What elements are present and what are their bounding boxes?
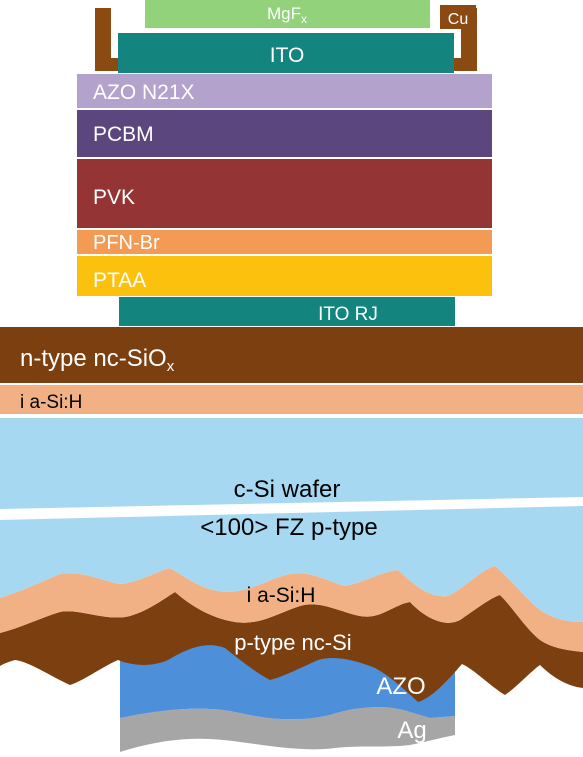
cu-contact-left bbox=[95, 8, 118, 71]
ito-layer bbox=[118, 33, 454, 73]
pcbm-label: PCBM bbox=[93, 123, 154, 146]
ag-label: Ag bbox=[397, 717, 426, 744]
mgf-label-sub: x bbox=[301, 12, 307, 26]
p-type-label: p-type nc-Si bbox=[234, 630, 351, 655]
mgf-label-main: MgF bbox=[267, 4, 301, 23]
c-si-wafer-label-line2: <100> FZ p-type bbox=[200, 514, 377, 541]
cu-label: Cu bbox=[448, 11, 468, 28]
mgf-layer bbox=[145, 0, 430, 28]
ptaa-layer bbox=[77, 256, 492, 296]
mgf-label: MgFx bbox=[267, 4, 307, 26]
azo-n21x-label: AZO N21X bbox=[93, 81, 195, 104]
ito-rj-layer bbox=[119, 297, 455, 326]
c-si-wafer-label-line1: c-Si wafer bbox=[234, 476, 341, 503]
n-type-label-sub: x bbox=[167, 358, 175, 375]
ito-rj-label: ITO RJ bbox=[318, 304, 378, 325]
i-asi-bottom-layer bbox=[0, 566, 583, 652]
pvk-label: PVK bbox=[93, 186, 135, 209]
n-type-label: n-type nc-SiOx bbox=[20, 345, 175, 375]
cu-label-box bbox=[440, 5, 476, 29]
p-type-layer bbox=[0, 592, 583, 702]
c-si-wafer-layer bbox=[0, 418, 583, 622]
n-type-label-main: n-type nc-SiO bbox=[20, 345, 167, 372]
pcbm-layer bbox=[77, 110, 492, 157]
pvk-layer bbox=[77, 159, 492, 228]
i-asi-top-layer bbox=[0, 385, 583, 414]
ptaa-label: PTAA bbox=[93, 269, 146, 292]
pfn-br-label: PFN-Br bbox=[93, 232, 160, 254]
i-asi-top-label: i a-Si:H bbox=[20, 392, 82, 413]
pfn-br-layer bbox=[77, 230, 492, 254]
ag-layer bbox=[120, 707, 455, 752]
azo-label: AZO bbox=[376, 673, 425, 700]
i-asi-bottom-label: i a-Si:H bbox=[247, 584, 316, 607]
azo-n21x-layer bbox=[77, 74, 492, 108]
n-type-layer bbox=[0, 327, 583, 383]
wafer-break-line bbox=[0, 497, 583, 520]
ito-label: ITO bbox=[270, 44, 305, 67]
